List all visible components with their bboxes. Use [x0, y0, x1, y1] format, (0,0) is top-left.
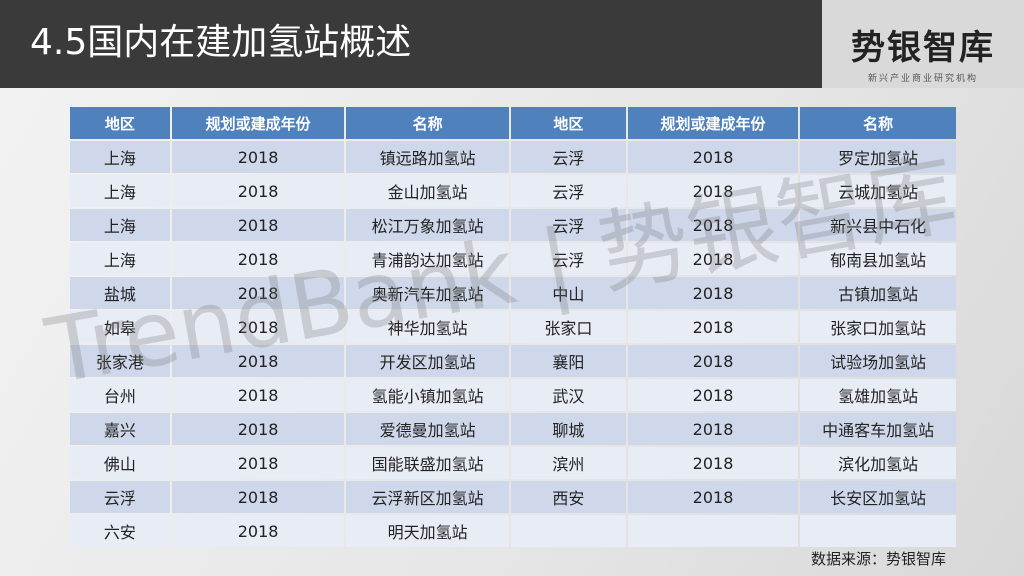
table-cell: 罗定加氢站	[800, 141, 956, 173]
column-header: 规划或建成年份	[171, 107, 345, 139]
table-cell: 开发区加氢站	[346, 345, 509, 377]
table-cell: 六安	[70, 515, 170, 547]
column-header: 地区	[70, 107, 170, 139]
table-cell: 盐城	[70, 277, 170, 309]
table-cell: 奥新汽车加氢站	[346, 277, 509, 309]
table-cell	[510, 515, 626, 547]
column-header: 名称	[346, 107, 509, 139]
table-row: 上海 2018 镇远路加氢站 云浮 2018 罗定加氢站	[70, 141, 956, 173]
table-cell: 国能联盛加氢站	[346, 447, 509, 479]
table-row: 佛山 2018 国能联盛加氢站 滨州 2018 滨化加氢站	[70, 447, 956, 479]
table-cell: 2018	[627, 311, 799, 343]
table-row: 上海 2018 金山加氢站 云浮 2018 云城加氢站	[70, 175, 956, 207]
table-cell: 2018	[171, 447, 345, 479]
table-cell: 上海	[70, 175, 170, 207]
table-cell: 2018	[171, 175, 345, 207]
column-header: 名称	[800, 107, 956, 139]
table-cell: 云浮	[510, 243, 626, 275]
table-cell: 青浦韵达加氢站	[346, 243, 509, 275]
stations-table: 地区 规划或建成年份 名称 地区 规划或建成年份 名称 上海 2018 镇远路加氢站 云浮 201…	[68, 105, 958, 549]
table-row: 上海 2018 松江万象加氢站 云浮 2018 新兴县中石化	[70, 209, 956, 241]
table-cell: 神华加氢站	[346, 311, 509, 343]
table-row: 台州 2018 氢能小镇加氢站 武汉 2018 氢雄加氢站	[70, 379, 956, 411]
table-cell: 张家口	[510, 311, 626, 343]
source-note: 数据来源：势银智库	[810, 550, 946, 568]
table-cell: 古镇加氢站	[800, 277, 956, 309]
table-cell: 云浮	[510, 141, 626, 173]
table-cell: 金山加氢站	[346, 175, 509, 207]
table-cell: 云浮	[70, 481, 170, 513]
table-cell: 2018	[171, 379, 345, 411]
table-row: 云浮 2018 云浮新区加氢站 西安 2018 长安区加氢站	[70, 481, 956, 513]
table-cell: 2018	[627, 345, 799, 377]
table-cell: 2018	[627, 379, 799, 411]
table-cell: 氢雄加氢站	[800, 379, 956, 411]
table-cell: 2018	[171, 277, 345, 309]
table-cell: 镇远路加氢站	[346, 141, 509, 173]
table-cell: 爱德曼加氢站	[346, 413, 509, 445]
table-cell: 武汉	[510, 379, 626, 411]
table-cell: 襄阳	[510, 345, 626, 377]
table-cell: 如皋	[70, 311, 170, 343]
logo-sub: 新兴产业商业研究机构	[867, 74, 978, 84]
table-cell: 2018	[171, 345, 345, 377]
column-header: 规划或建成年份	[627, 107, 799, 139]
table-cell: 上海	[70, 141, 170, 173]
table-cell: 2018	[627, 447, 799, 479]
table-row: 张家港 2018 开发区加氢站 襄阳 2018 试验场加氢站	[70, 345, 956, 377]
table-cell: 滨化加氢站	[800, 447, 956, 479]
table-cell: 2018	[171, 209, 345, 241]
table-cell: 2018	[627, 209, 799, 241]
table-cell: 中山	[510, 277, 626, 309]
table-cell: 2018	[171, 515, 345, 547]
table-cell: 2018	[627, 413, 799, 445]
table-cell: 2018	[627, 141, 799, 173]
table-cell: 上海	[70, 243, 170, 275]
logo-main: 势银智库	[851, 28, 995, 68]
table-cell: 2018	[171, 141, 345, 173]
table-cell	[627, 515, 799, 547]
table-row: 嘉兴 2018 爱德曼加氢站 聊城 2018 中通客车加氢站	[70, 413, 956, 445]
table-cell: 滨州	[510, 447, 626, 479]
page-title: 4.5国内在建加氢站概述	[30, 22, 412, 63]
table-cell: 张家口加氢站	[800, 311, 956, 343]
table-cell: 聊城	[510, 413, 626, 445]
table-cell: 西安	[510, 481, 626, 513]
table-cell: 台州	[70, 379, 170, 411]
table-row: 六安 2018 明天加氢站	[70, 515, 956, 547]
table-cell: 佛山	[70, 447, 170, 479]
table-cell: 2018	[171, 481, 345, 513]
table-cell: 2018	[171, 413, 345, 445]
table-cell: 中通客车加氢站	[800, 413, 956, 445]
table-row: 如皋 2018 神华加氢站 张家口 2018 张家口加氢站	[70, 311, 956, 343]
table-cell: 新兴县中石化	[800, 209, 956, 241]
column-header: 地区	[510, 107, 626, 139]
table-cell: 上海	[70, 209, 170, 241]
table-cell: 云城加氢站	[800, 175, 956, 207]
table-cell: 云浮	[510, 175, 626, 207]
table-cell	[800, 515, 956, 547]
table-cell: 云浮新区加氢站	[346, 481, 509, 513]
table-cell: 氢能小镇加氢站	[346, 379, 509, 411]
table-cell: 松江万象加氢站	[346, 209, 509, 241]
table-cell: 郁南县加氢站	[800, 243, 956, 275]
table-cell: 长安区加氢站	[800, 481, 956, 513]
table-cell: 张家港	[70, 345, 170, 377]
table-row: 盐城 2018 奥新汽车加氢站 中山 2018 古镇加氢站	[70, 277, 956, 309]
table-cell: 2018	[627, 481, 799, 513]
title-bar: 4.5国内在建加氢站概述	[0, 0, 822, 88]
logo: 势银智库 新兴产业商业研究机构	[822, 0, 1024, 88]
table-cell: 2018	[171, 311, 345, 343]
table-row: 上海 2018 青浦韵达加氢站 云浮 2018 郁南县加氢站	[70, 243, 956, 275]
table-cell: 2018	[627, 175, 799, 207]
table-cell: 明天加氢站	[346, 515, 509, 547]
table-cell: 试验场加氢站	[800, 345, 956, 377]
table-cell: 2018	[627, 277, 799, 309]
table-cell: 2018	[627, 243, 799, 275]
table-cell: 云浮	[510, 209, 626, 241]
table-cell: 嘉兴	[70, 413, 170, 445]
table-header: 地区 规划或建成年份 名称 地区 规划或建成年份 名称	[70, 107, 956, 139]
table-cell: 2018	[171, 243, 345, 275]
